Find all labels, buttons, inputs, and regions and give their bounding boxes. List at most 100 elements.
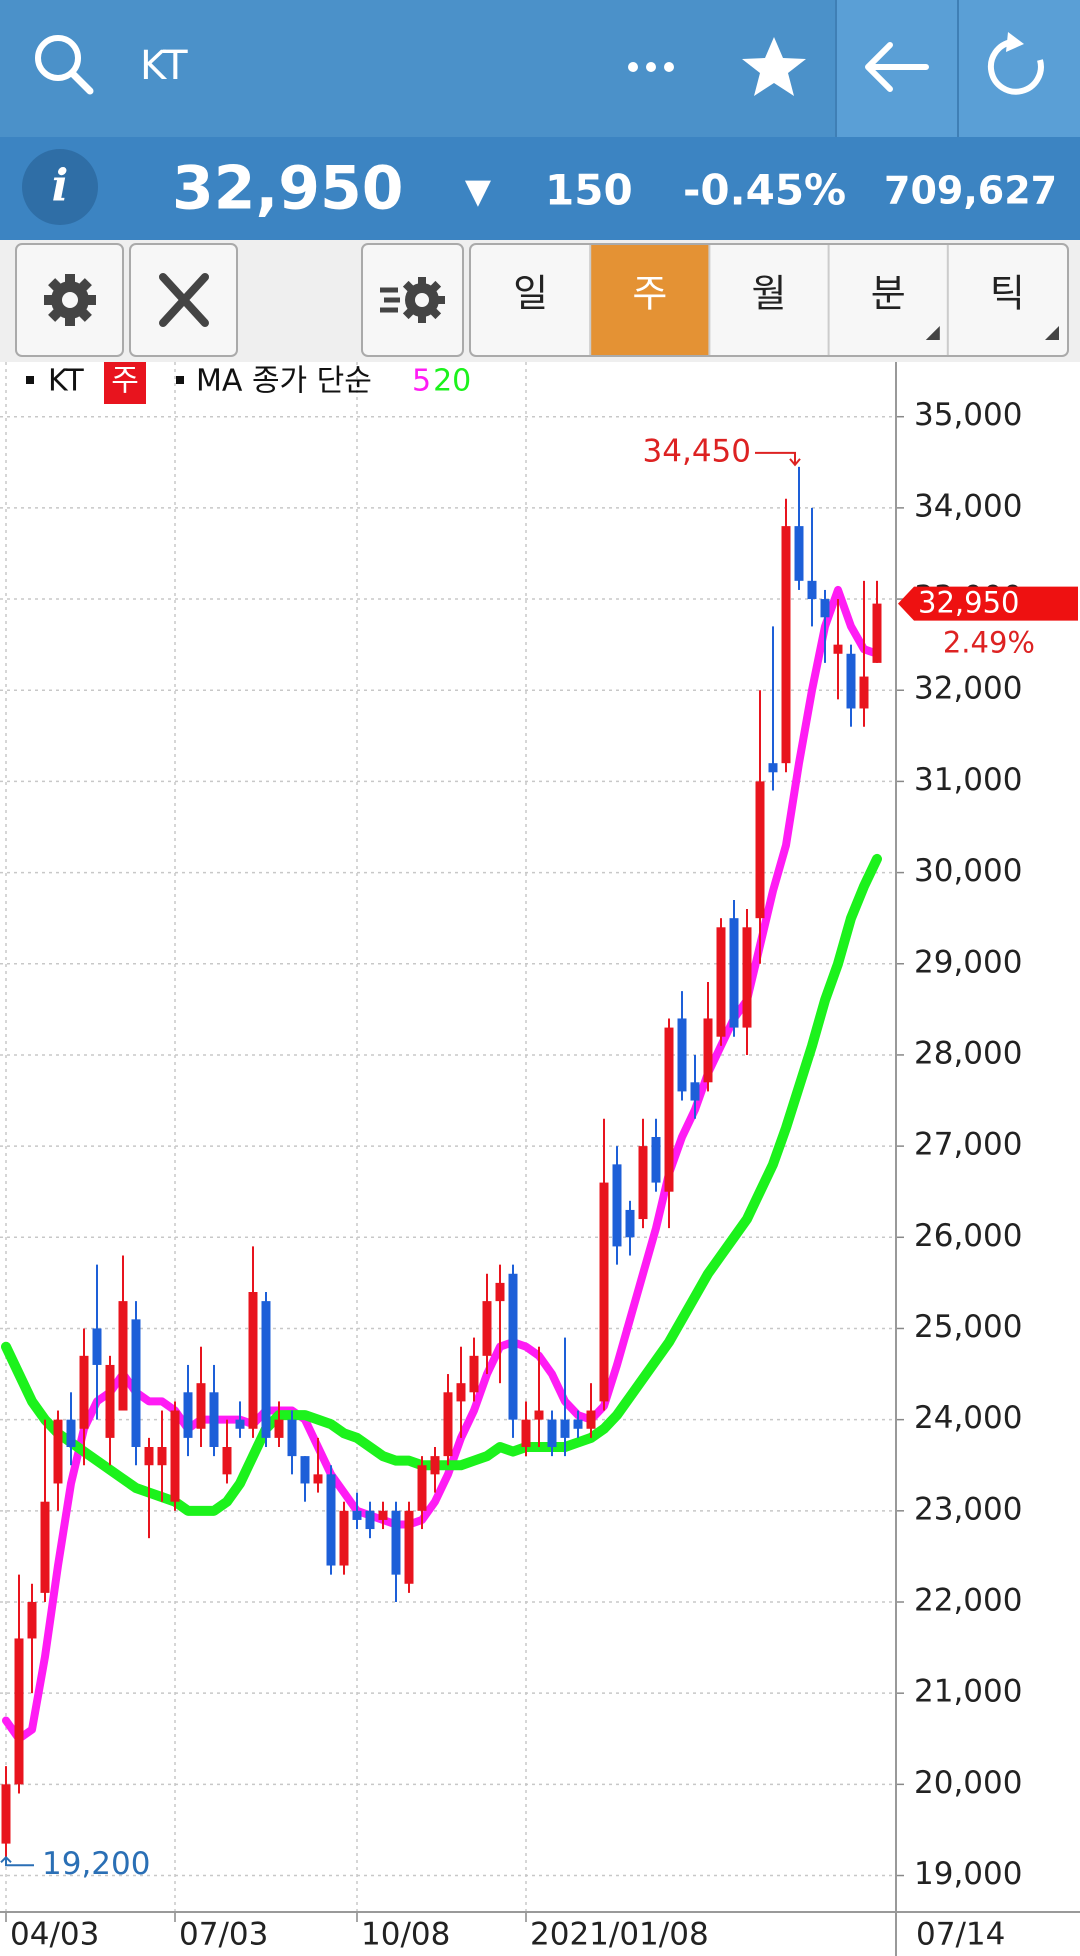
change: 150 [545,166,633,215]
candle-body [859,676,869,709]
candle-body [1,1784,11,1844]
candle-body [573,1419,583,1429]
submenu-indicator [1045,326,1059,340]
gear-icon [44,274,96,326]
refresh-button[interactable] [958,0,1080,137]
volume: 709,627 [884,169,1057,213]
more-button[interactable] [628,62,674,72]
candle-body [92,1328,102,1365]
price-marker [898,586,1078,621]
candle-body [729,918,739,1028]
candle-body [66,1419,76,1447]
info-icon: i [52,161,69,212]
candle-body [300,1456,310,1484]
x-tick-label: 2021/01/08 [530,1917,709,1953]
candle-body [222,1447,232,1475]
candle-body [14,1638,24,1785]
refresh-icon [1006,32,1024,52]
y-tick-label: 27,000 [914,1127,1022,1163]
candle-body [40,1501,50,1593]
candle-body [209,1392,219,1447]
candle-body [495,1282,505,1302]
y-tick-label: 28,000 [914,1035,1022,1071]
y-tick-label: 22,000 [914,1583,1022,1619]
candle-body [677,1018,687,1092]
search-text[interactable]: KT [140,43,188,89]
favorite-button[interactable] [742,37,806,96]
period-label: 주 [632,272,667,316]
candle-body [482,1301,492,1356]
y-tick-label: 25,000 [914,1309,1022,1345]
y-tick-label: 21,000 [914,1674,1022,1710]
candle-body [313,1474,323,1484]
search-icon [68,69,94,95]
candle-body [781,526,791,764]
period-label: 틱 [990,272,1025,316]
candle-body [547,1419,557,1447]
candle-body [118,1301,128,1411]
candle-body [807,580,817,600]
candle-body [599,1182,609,1402]
candle-body [287,1419,297,1457]
y-tick-label: 19,000 [914,1856,1022,1892]
period-label: 일 [513,272,548,316]
candle-body [352,1510,362,1520]
low-arrow [0,1855,34,1867]
x-tick-label: 10/08 [361,1917,450,1953]
y-tick-label: 34,000 [914,488,1022,524]
legend-series: 20 [433,364,471,399]
legend-bullet [176,376,184,384]
price: 32,950 [172,154,404,224]
candle-body [261,1301,271,1438]
legend-series: 5 [412,364,431,399]
low-label: 19,200 [42,1846,150,1882]
candle-body [469,1355,479,1393]
y-tick-label: 35,000 [914,397,1022,433]
info-button[interactable] [22,149,98,225]
candle-body [768,763,778,773]
period-label: 월 [752,272,787,316]
ma-line [1,853,882,1516]
last-date-label: 07/14 [916,1917,1005,1953]
search-button[interactable] [35,35,94,95]
period-label: 분 [871,272,906,316]
candle-body [443,1392,453,1457]
candle-body [131,1319,141,1447]
y-tick-label: 31,000 [914,762,1022,798]
candle-body [794,526,804,581]
y-tick-label: 26,000 [914,1218,1022,1254]
candle-body [872,603,882,663]
candle-body [235,1419,245,1429]
candle-body [404,1510,414,1584]
candle-body [183,1392,193,1438]
candle-body [79,1355,89,1429]
candle-body [638,1146,648,1220]
candle-body [664,1027,674,1192]
candle-body [248,1292,258,1429]
candle-body [27,1602,37,1639]
high-label: 34,450 [643,433,751,469]
candle-body [196,1383,206,1429]
candle-body [651,1137,661,1183]
candle-body [508,1273,518,1420]
search-icon [35,35,81,81]
candle-body [391,1510,401,1575]
legend-symbol: KT [48,364,84,399]
period-tab[interactable] [590,245,710,355]
candle-body [430,1456,440,1475]
candle-body [690,1082,700,1101]
candle-body [755,781,765,919]
candle-body [534,1410,544,1420]
legend-bullet [26,376,34,384]
candle-body [53,1419,63,1484]
dot [646,62,656,72]
candle-body [144,1447,154,1466]
candle-body [586,1410,596,1429]
legend-period-box [104,362,146,404]
candle-body [417,1465,427,1511]
candle-body [365,1510,375,1530]
direction: ▼ [465,172,492,212]
y-tick-label: 24,000 [914,1400,1022,1436]
legend-period: 주 [111,364,139,399]
x-tick-label: 04/03 [10,1917,99,1953]
